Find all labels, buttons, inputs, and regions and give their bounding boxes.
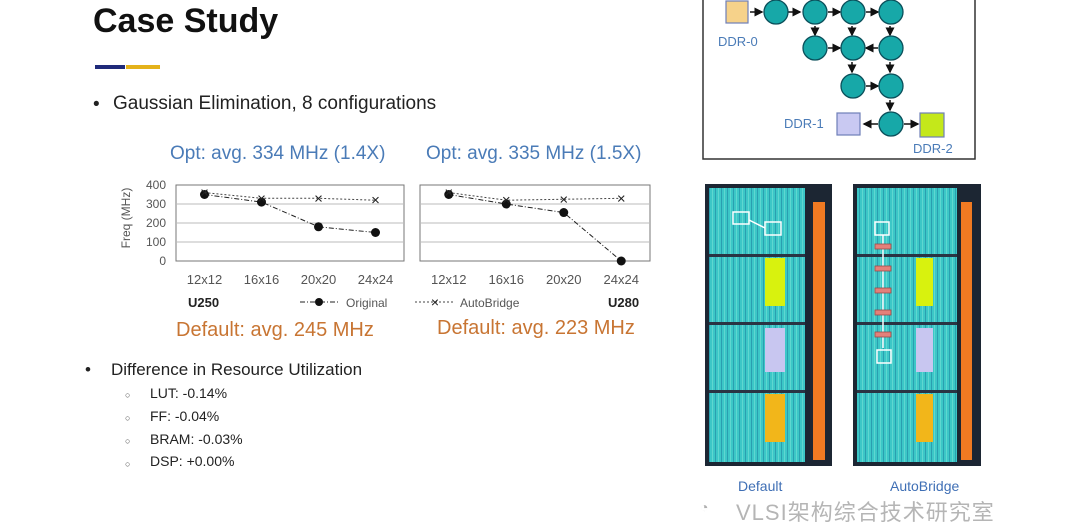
ddr1-label: DDR-1 bbox=[784, 116, 824, 131]
node bbox=[878, 0, 904, 25]
sub-bullet-dot: ○ bbox=[125, 413, 131, 423]
caption-default: Default bbox=[738, 478, 783, 494]
ddr2-box bbox=[919, 112, 945, 138]
sub-bullet-dot: ○ bbox=[125, 459, 131, 469]
x-tick-label: 16x16 bbox=[489, 272, 524, 287]
left-default-label: Default: avg. 245 MHz bbox=[176, 319, 374, 341]
x-tick-label: 24x24 bbox=[604, 272, 639, 287]
point-autobridge: × bbox=[314, 190, 323, 207]
point-autobridge: × bbox=[257, 190, 266, 207]
title-underline-yellow bbox=[126, 65, 160, 69]
node bbox=[878, 35, 904, 61]
ddr1-box bbox=[836, 112, 861, 136]
point-original bbox=[200, 190, 209, 199]
point-autobridge: × bbox=[200, 185, 209, 202]
node bbox=[840, 35, 866, 61]
bullet-resource-utilization: Difference in Resource Utilization bbox=[111, 360, 363, 379]
wechat-icon: ◔ bbox=[700, 499, 709, 515]
left-chart: 400 300 200 100 0 12x12 16x16 20x20 24x24 × × × × bbox=[146, 178, 404, 287]
series-line-original bbox=[448, 194, 622, 262]
point-original bbox=[257, 197, 266, 207]
x-tick-label: 24x24 bbox=[358, 272, 393, 287]
y-tick-label: 100 bbox=[146, 235, 166, 249]
resource-ff: FF: -0.04% bbox=[150, 408, 220, 424]
bullet-gaussian: Gaussian Elimination, 8 configurations bbox=[113, 93, 437, 114]
x-tick-label: 20x20 bbox=[301, 272, 336, 287]
node bbox=[802, 0, 828, 25]
point-autobridge: × bbox=[559, 191, 568, 208]
y-axis-label: Freq (MHz) bbox=[119, 188, 133, 249]
y-tick-label: 300 bbox=[146, 197, 166, 211]
ddr-node-diagram: DDR-0 DDR-1 DDR-2 bbox=[702, 0, 976, 160]
x-tick-label: 20x20 bbox=[546, 272, 581, 287]
sub-bullet-dot: ○ bbox=[125, 390, 131, 400]
node bbox=[763, 0, 789, 25]
caption-autobridge: AutoBridge bbox=[890, 478, 960, 494]
node bbox=[802, 35, 828, 61]
floorplan-default bbox=[705, 184, 832, 466]
ddr2-label: DDR-2 bbox=[913, 141, 953, 156]
legend-autobridge-label: AutoBridge bbox=[460, 296, 520, 310]
title-underline-blue bbox=[95, 65, 125, 69]
legend-original-label: Original bbox=[346, 296, 387, 310]
legend-autobridge-marker: × bbox=[431, 294, 439, 310]
y-tick-label: 0 bbox=[159, 254, 166, 268]
legend-original-marker bbox=[315, 298, 323, 306]
series-line-autobridge bbox=[204, 192, 376, 201]
resource-lut: LUT: -0.14% bbox=[150, 385, 228, 401]
bullet-dot-2: • bbox=[85, 360, 91, 379]
right-default-label: Default: avg. 223 MHz bbox=[437, 317, 635, 339]
sub-bullet-dot: ○ bbox=[125, 436, 131, 446]
series-line-autobridge bbox=[448, 192, 622, 201]
node bbox=[840, 73, 866, 99]
ddr0-label: DDR-0 bbox=[718, 34, 758, 49]
right-opt-label: Opt: avg. 335 MHz (1.5X) bbox=[426, 143, 642, 164]
series-line-original bbox=[204, 194, 376, 233]
node bbox=[878, 73, 904, 99]
point-original bbox=[559, 208, 569, 218]
point-original bbox=[501, 199, 511, 209]
x-tick-label: 16x16 bbox=[244, 272, 279, 287]
board-label-u250: U250 bbox=[188, 295, 219, 310]
point-autobridge: × bbox=[444, 185, 453, 202]
point-autobridge: × bbox=[371, 192, 380, 209]
node bbox=[840, 0, 866, 25]
node bbox=[878, 111, 904, 137]
resource-bram: BRAM: -0.03% bbox=[150, 431, 243, 447]
ddr0-box bbox=[725, 0, 749, 24]
point-autobridge: × bbox=[617, 190, 626, 207]
point-original bbox=[314, 222, 323, 232]
right-chart: 12x12 16x16 20x20 24x24 × × × × bbox=[420, 185, 650, 287]
x-tick-label: 12x12 bbox=[431, 272, 466, 287]
resource-dsp: DSP: +0.00% bbox=[150, 453, 235, 469]
point-original bbox=[371, 228, 380, 237]
y-tick-label: 400 bbox=[146, 178, 166, 192]
bullet-dot: • bbox=[93, 94, 100, 115]
point-original bbox=[616, 256, 626, 266]
x-tick-label: 12x12 bbox=[187, 272, 222, 287]
point-original bbox=[444, 190, 454, 199]
slide-title: Case Study bbox=[93, 2, 279, 40]
charts-svg: Freq (MHz) 400 300 200 100 0 12x12 16x16 20x20 2… bbox=[119, 178, 651, 310]
watermark-text: VLSI架构综合技术研究室 bbox=[736, 500, 995, 525]
board-label-u280: U280 bbox=[608, 295, 639, 310]
left-opt-label: Opt: avg. 334 MHz (1.4X) bbox=[170, 143, 386, 164]
fpga-floorplans bbox=[705, 184, 981, 466]
y-tick-label: 200 bbox=[146, 216, 166, 230]
point-autobridge: × bbox=[502, 192, 511, 209]
floorplan-autobridge bbox=[853, 184, 981, 466]
